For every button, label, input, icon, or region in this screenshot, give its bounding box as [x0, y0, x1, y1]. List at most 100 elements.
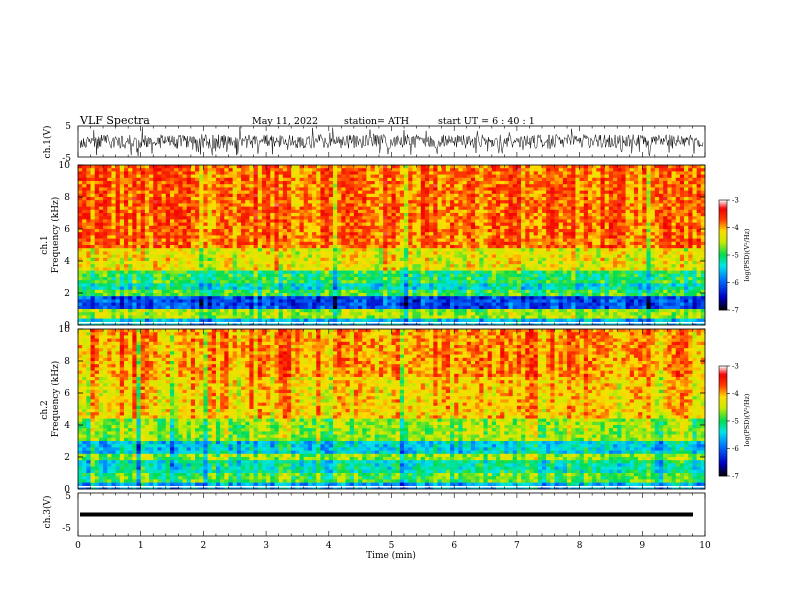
spectrogram-cell — [671, 216, 677, 220]
spectrogram-cell — [190, 216, 196, 220]
spectrogram-cell — [274, 174, 279, 179]
spectrogram-cell — [307, 193, 313, 198]
spectrogram-cell — [466, 171, 472, 175]
spectrogram-cell — [537, 225, 543, 230]
spectrogram-cell — [433, 264, 438, 268]
spectrogram-cell — [579, 181, 585, 185]
spectrogram-cell — [274, 184, 279, 188]
spectrogram-cell — [86, 190, 91, 195]
spectrogram-cell — [475, 248, 480, 252]
spectrogram-cell — [383, 267, 388, 271]
spectrogram-cell — [144, 225, 150, 230]
spectrogram-cell — [186, 270, 192, 275]
spectrogram-cell — [274, 200, 279, 204]
spectrogram-cell — [136, 261, 141, 265]
spectrogram-cell — [157, 270, 162, 275]
spectrogram-cell — [324, 184, 330, 188]
spectrogram-cell — [136, 171, 141, 175]
spectrogram-cell — [94, 187, 100, 191]
spectrogram-cell — [399, 261, 405, 265]
spectrogram-cell — [78, 232, 83, 236]
spectrogram-cell — [500, 235, 505, 239]
spectrogram-cell — [667, 187, 672, 191]
spectrogram-cell — [215, 168, 221, 172]
spectrogram-cell — [86, 197, 91, 201]
spectrogram-cell — [332, 254, 338, 259]
spectrogram-cell — [600, 206, 605, 211]
spectrogram-cell — [429, 229, 434, 233]
spectrogram-cell — [119, 238, 125, 243]
spectrogram-cell — [86, 187, 91, 191]
spectrogram-cell — [157, 229, 162, 233]
spectrogram-cell — [328, 235, 334, 239]
spectrogram-cell — [671, 209, 677, 214]
spectrogram-cell — [303, 254, 309, 259]
spectrogram-cell — [370, 229, 376, 233]
spectrogram-cell — [533, 203, 539, 207]
spectrogram-cell — [245, 251, 250, 255]
spectrogram-cell — [416, 203, 422, 207]
spectrogram-cell — [115, 165, 121, 169]
spectrogram-cell — [600, 203, 605, 207]
spectrogram-cell — [282, 232, 288, 236]
spectrogram-cell — [128, 181, 133, 185]
spectrogram-cell — [592, 251, 597, 255]
spectrogram-cell — [383, 225, 388, 230]
spectrogram-cell — [149, 267, 154, 271]
spectrogram-cell — [700, 177, 706, 182]
spectrogram-cell — [107, 229, 112, 233]
spectrogram-cell — [291, 251, 296, 255]
spectrogram-cell — [195, 254, 200, 259]
spectrogram-cell — [169, 209, 175, 214]
spectrogram-cell — [203, 219, 208, 223]
spectrogram-cell — [374, 264, 380, 268]
spectrogram-cell — [575, 177, 580, 182]
spectrogram-cell — [291, 190, 296, 195]
spectrogram-cell — [228, 197, 233, 201]
spectrogram-cell — [307, 168, 313, 172]
spectrogram-cell — [358, 261, 363, 265]
spectrogram-cell — [215, 245, 221, 249]
spectrogram-cell — [558, 190, 564, 195]
spectrogram-cell — [404, 245, 409, 249]
spectrogram-cell — [303, 209, 309, 214]
spectrogram-cell — [161, 261, 167, 265]
spectrogram-cell — [424, 197, 430, 201]
spectrogram-cell — [700, 248, 706, 252]
spectrogram-cell — [650, 209, 656, 214]
spectrogram-cell — [186, 165, 192, 169]
spectrogram-cell — [341, 251, 346, 255]
spectrogram-cell — [328, 187, 334, 191]
spectrogram-cell — [625, 203, 631, 207]
spectrogram-cell — [533, 190, 539, 195]
spectrogram-cell — [688, 190, 693, 195]
spectrogram-cell — [554, 181, 559, 185]
spectrogram-cell — [671, 254, 677, 259]
spectrogram-cell — [441, 177, 447, 182]
spectrogram-cell — [671, 225, 677, 230]
spectrogram-cell — [491, 181, 497, 185]
spectrogram-cell — [558, 177, 564, 182]
spectrogram-cell — [408, 206, 413, 211]
spectrogram-cell — [554, 171, 559, 175]
spectrogram-cell — [299, 203, 305, 207]
spectrogram-cell — [332, 232, 338, 236]
spectrogram-cell — [450, 257, 455, 262]
spectrogram-cell — [107, 165, 112, 169]
spectrogram-cell — [287, 229, 292, 233]
spectrogram-cell — [236, 241, 242, 246]
spectrogram-cell — [529, 206, 534, 211]
spectrogram-cell — [633, 206, 639, 211]
spectrogram-cell — [696, 216, 702, 220]
spectrogram-cell — [98, 254, 104, 259]
spectrogram-cell — [470, 232, 476, 236]
spectrogram-cell — [345, 193, 350, 198]
spectrogram-cell — [688, 222, 693, 227]
spectrogram-cell — [696, 181, 702, 185]
spectrogram-cell — [228, 235, 233, 239]
spectrogram-cell — [408, 261, 413, 265]
spectrogram-cell — [111, 171, 116, 175]
spectrogram-cell — [253, 261, 259, 265]
spectrogram-cell — [374, 177, 380, 182]
spectrogram-cell — [115, 197, 121, 201]
